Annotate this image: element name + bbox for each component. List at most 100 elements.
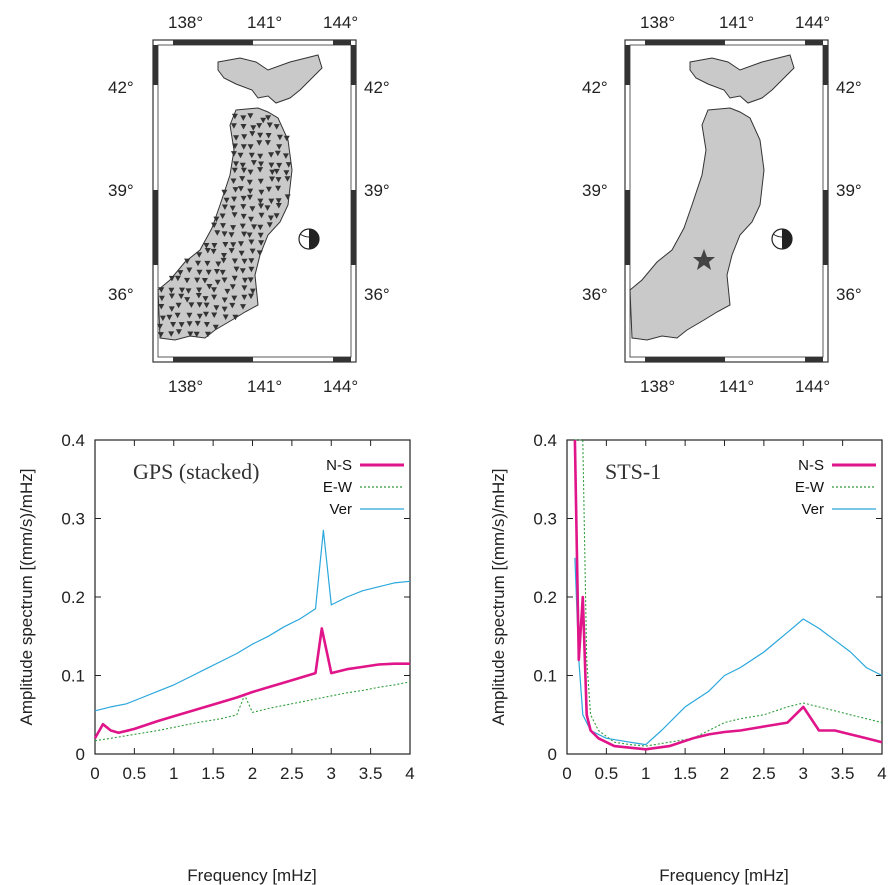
focal-mechanism-icon xyxy=(298,228,320,250)
gps-station-icon xyxy=(195,260,201,267)
x-tick-label: 2.5 xyxy=(280,764,304,783)
gps-station-icon xyxy=(265,133,272,139)
gps-station-icon xyxy=(178,322,185,328)
y-tick-label: 0.1 xyxy=(61,667,85,686)
gps-station-icon xyxy=(284,176,291,182)
gps-station-icon xyxy=(260,117,267,124)
gps-station-icon xyxy=(223,197,230,204)
gps-station-icon xyxy=(179,287,185,294)
gps-station-icon xyxy=(196,252,203,258)
gps-station-icon xyxy=(211,222,218,229)
gps-station-icon xyxy=(174,312,181,319)
gps-station-icon xyxy=(168,287,175,294)
gps-station-icon xyxy=(184,258,191,265)
map-lon-tick-bottom: 144° xyxy=(795,377,830,396)
legend-label-ns: N-S xyxy=(798,457,824,474)
gps-station-icon xyxy=(159,315,166,322)
gps-station-icon xyxy=(258,203,264,209)
gps-station-icon xyxy=(248,216,254,223)
gps-station-icon xyxy=(196,302,203,308)
gps-station-icon xyxy=(283,135,290,142)
gps-station-icon xyxy=(273,124,280,130)
gps-station-icon xyxy=(231,275,238,282)
series-line-n-s xyxy=(573,439,883,751)
gps-station-icon xyxy=(158,304,165,310)
gps-station-icon xyxy=(266,222,273,228)
gps-station-icon xyxy=(276,162,283,169)
gps-station-icon xyxy=(194,277,201,284)
gps-station-icon xyxy=(276,144,283,150)
gps-station-icon xyxy=(257,178,264,185)
legend-label-ver: Ver xyxy=(801,501,824,518)
inset-label: GPS (stacked) xyxy=(133,459,259,484)
x-tick-label: 3.5 xyxy=(831,764,855,783)
gps-station-icon xyxy=(168,306,175,312)
gps-station-icon xyxy=(240,204,247,210)
gps-station-icon xyxy=(215,261,222,267)
gps-station-icon xyxy=(177,270,184,276)
series-layer xyxy=(573,439,883,751)
japan-landmass xyxy=(157,54,323,341)
frame-bar xyxy=(645,40,725,45)
gps-station-icon xyxy=(233,266,240,273)
gps-station-markers xyxy=(157,113,292,338)
map-lon-tick-top: 141° xyxy=(247,13,282,32)
gps-station-icon xyxy=(170,322,177,328)
gps-station-icon xyxy=(248,266,255,273)
gps-station-icon xyxy=(187,331,194,337)
gps-station-icon xyxy=(241,231,248,238)
station-star-icon xyxy=(693,249,715,270)
gps-station-icon xyxy=(168,331,175,337)
map-lon-tick-bottom: 138° xyxy=(168,377,203,396)
x-tick-label: 4 xyxy=(877,764,886,783)
gps-station-icon xyxy=(239,223,246,230)
x-axis-ticks: 0 0.5 1 1.5 2 2.5 3 3.5 4 xyxy=(90,440,415,783)
gps-station-icon xyxy=(231,295,238,302)
gps-station-icon xyxy=(248,293,254,300)
gps-station-icon xyxy=(221,253,227,259)
gps-station-icon xyxy=(231,196,238,203)
legend-label-ver: Ver xyxy=(329,501,352,518)
gps-station-icon xyxy=(178,293,185,300)
legend-label-ew: E-W xyxy=(323,479,353,496)
y-axis-label: Amplitude spectrum [(mm/s)/mHz] xyxy=(489,469,508,726)
map-lat-tick-left: 42° xyxy=(582,78,608,97)
gps-station-icon xyxy=(220,257,227,264)
frame-bar xyxy=(805,357,823,362)
map-lat-tick-left: 39° xyxy=(108,181,134,200)
gps-station-icon xyxy=(247,113,254,119)
map-lon-tick-top: 141° xyxy=(719,13,754,32)
gps-station-icon xyxy=(257,153,264,160)
gps-station-icon xyxy=(219,269,226,276)
map-lon-tick-top: 144° xyxy=(795,13,830,32)
gps-station-icon xyxy=(186,312,193,319)
x-tick-label: 0 xyxy=(562,764,571,783)
gps-station-icon xyxy=(258,189,265,196)
gps-station-icon xyxy=(230,225,237,231)
frame-bar xyxy=(173,40,253,45)
gps-station-icon xyxy=(231,258,238,264)
x-tick-label: 3 xyxy=(799,764,808,783)
gps-station-icon xyxy=(203,311,209,318)
gps-station-icon xyxy=(174,275,181,282)
gps-station-icon xyxy=(239,162,246,169)
gps-station-icon xyxy=(249,248,256,255)
y-axis-label: Amplitude spectrum [(mm/s)/mHz] xyxy=(17,469,36,726)
gps-station-icon xyxy=(257,232,264,239)
gps-station-icon xyxy=(264,140,271,146)
gps-station-icon xyxy=(219,213,226,219)
y-tick-label: 0.2 xyxy=(533,588,557,607)
map-lat-tick-left: 42° xyxy=(108,78,134,97)
gps-station-icon xyxy=(241,258,248,265)
gps-station-icon xyxy=(256,250,263,256)
gps-station-icon xyxy=(257,224,264,231)
gps-station-icon xyxy=(256,123,263,129)
gps-station-icon xyxy=(221,204,228,210)
y-tick-label: 0.4 xyxy=(61,431,85,450)
gps-station-icon xyxy=(194,320,201,327)
map-lat-tick-right: 36° xyxy=(364,285,390,304)
gps-station-icon xyxy=(202,296,209,302)
gps-station-icon xyxy=(229,205,236,212)
gps-station-icon xyxy=(230,123,237,129)
